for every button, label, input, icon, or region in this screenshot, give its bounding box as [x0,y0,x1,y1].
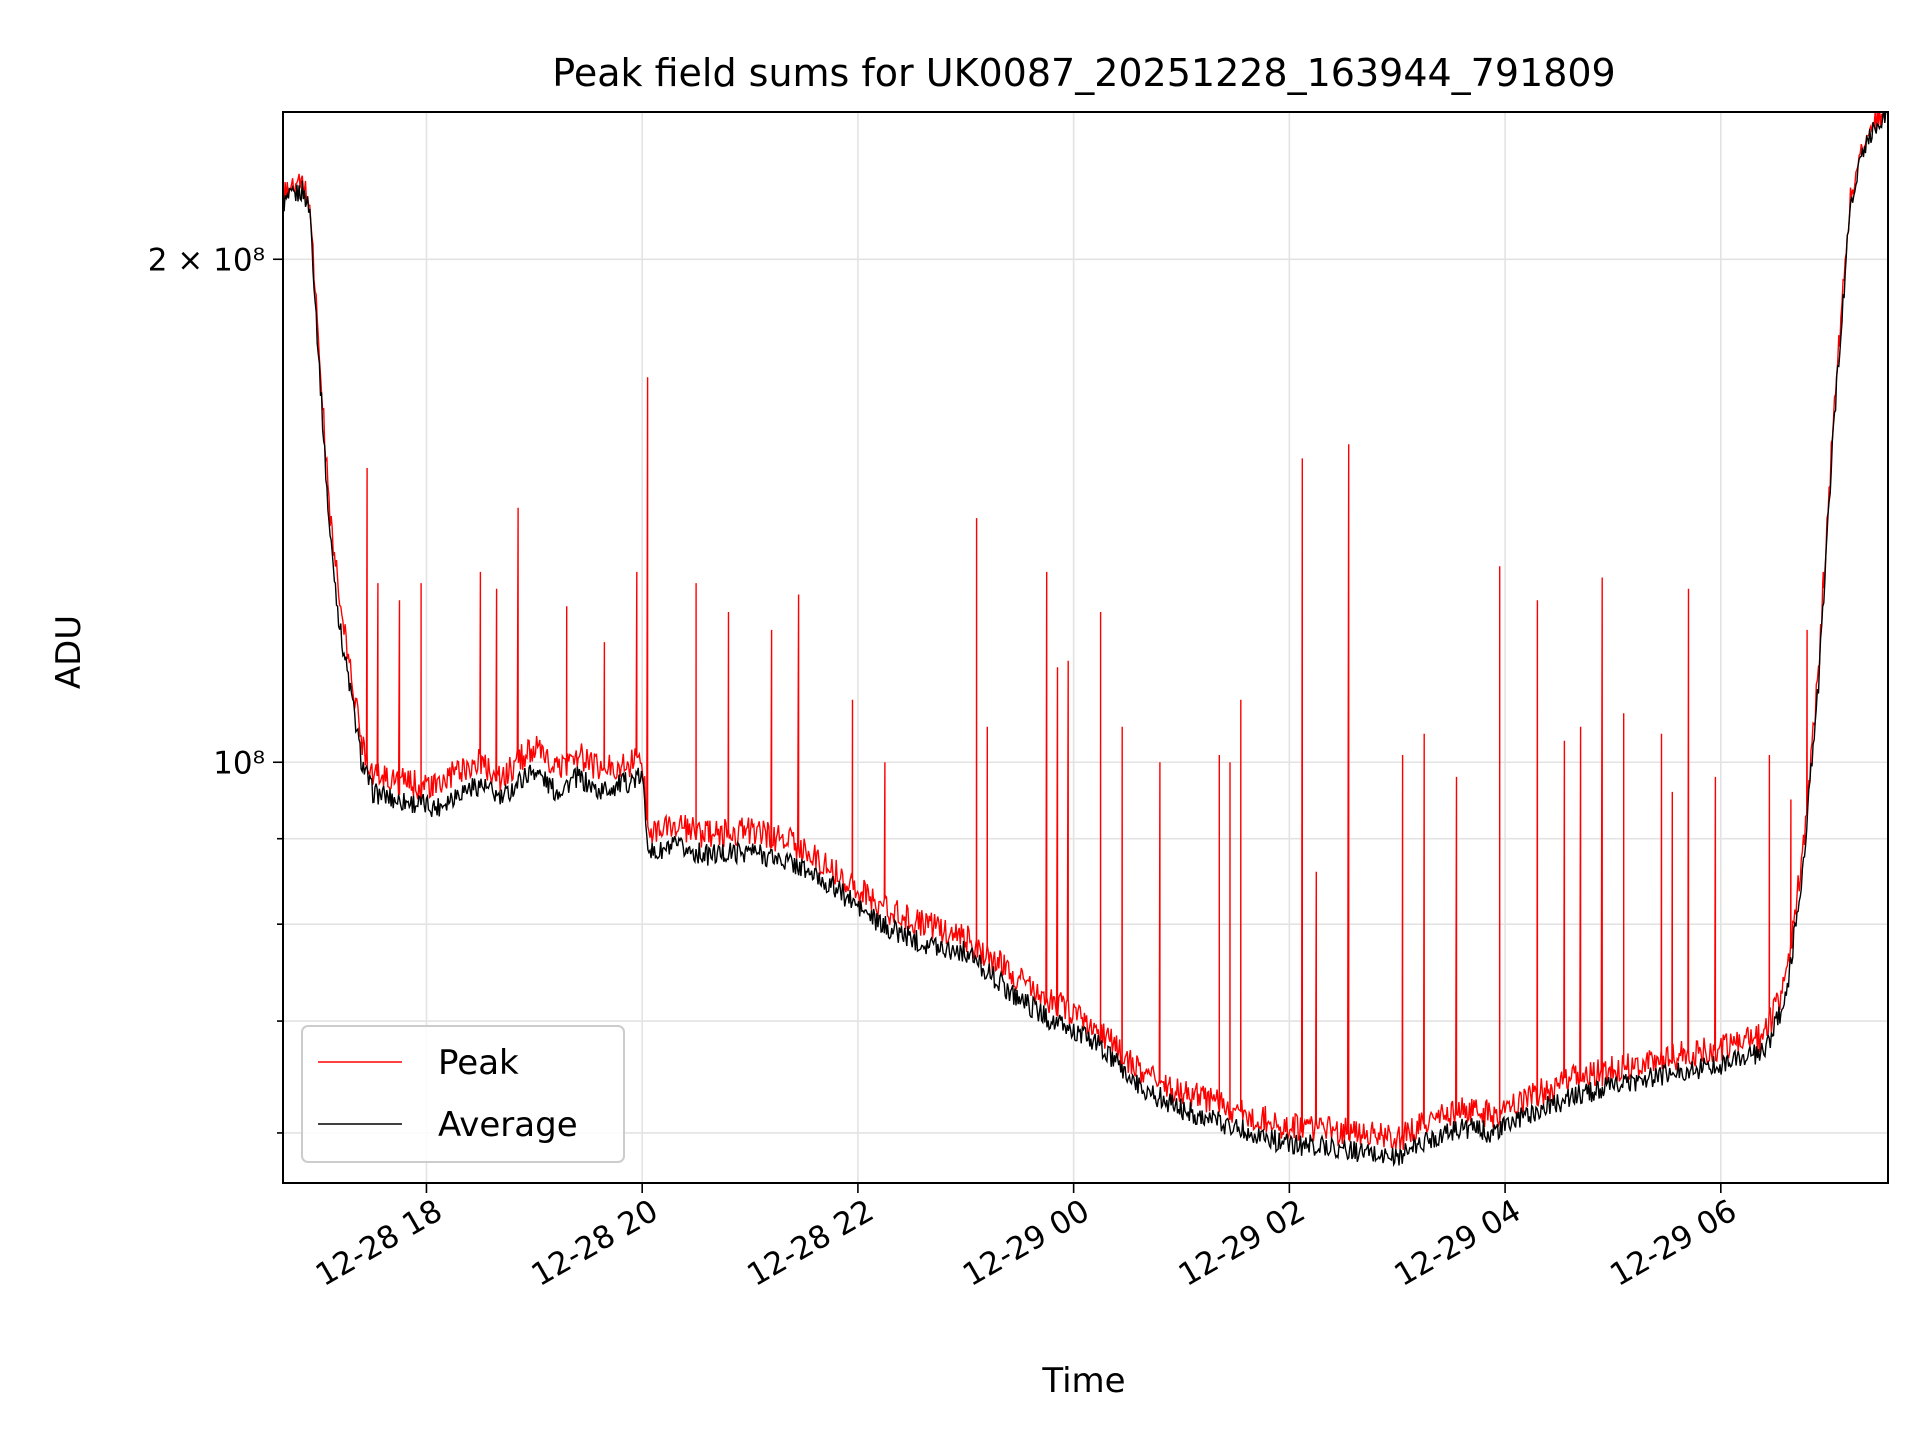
series-average-line [283,112,1888,1168]
x-tick-label: 12-28 22 [741,1193,880,1294]
x-tick-label: 12-29 04 [1388,1193,1527,1294]
legend-average-label: Average [438,1105,578,1145]
y-tick-label: 10⁸ [213,745,265,781]
x-tick-label: 12-28 18 [310,1193,449,1294]
series-layer [283,112,1888,1168]
chart-title: Peak field sums for UK0087_20251228_1639… [552,51,1615,95]
x-tick-label: 12-28 20 [525,1193,664,1294]
plot-frame [282,111,1889,1184]
legend: Peak Average [301,1025,625,1163]
y-tick-label: 2 × 10⁸ [148,242,265,278]
legend-box [301,1025,625,1163]
x-axis-label: Time [1041,1361,1125,1401]
series-peak-line [283,112,1887,1150]
grid [283,112,1888,1183]
y-axis-label: ADU [49,615,89,689]
x-tick-label: 12-29 00 [957,1193,1096,1294]
x-tick-label: 12-29 02 [1173,1193,1312,1294]
x-tick-label: 12-29 06 [1604,1193,1743,1294]
legend-peak-label: Peak [438,1043,519,1083]
